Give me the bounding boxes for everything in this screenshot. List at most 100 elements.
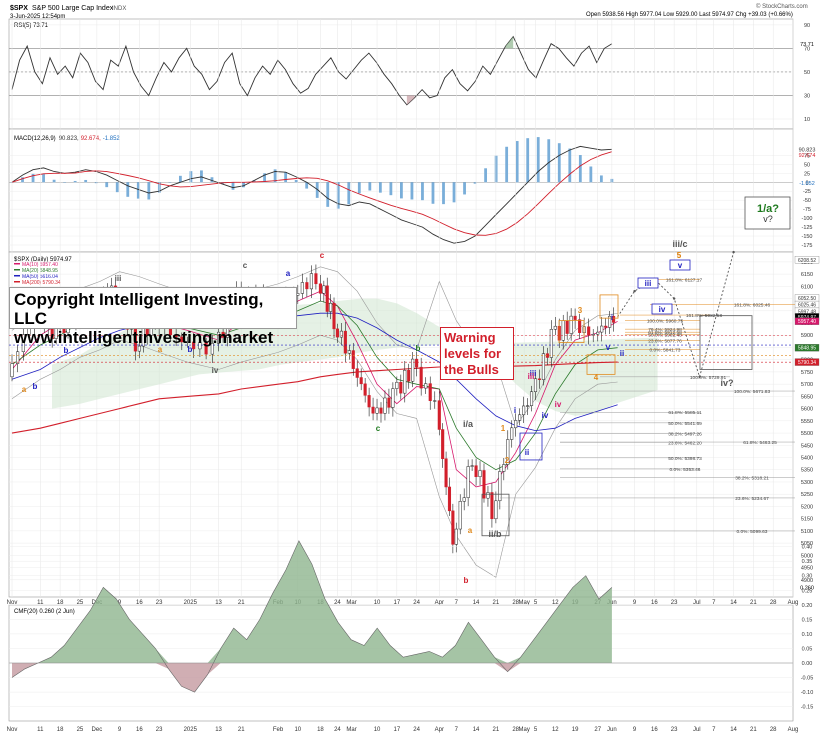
macd-histogram-bar	[42, 174, 45, 183]
wave-box	[651, 303, 673, 315]
legend-swatch	[14, 263, 20, 265]
wave-label: i	[514, 406, 516, 415]
x-tick-label: 10	[374, 727, 381, 733]
warning-box: Warning levels for the Bulls	[440, 327, 514, 380]
y-tick-label: 5150	[801, 517, 813, 523]
x-tick-label: 16	[651, 727, 658, 733]
forecast-node	[633, 290, 636, 293]
candle-body	[454, 528, 458, 545]
candle-body	[387, 397, 391, 408]
x-tick-label: 28	[512, 600, 519, 606]
fib-level-label: 50.0%: 5902.48	[648, 333, 682, 339]
x-tick-label: Aug	[788, 727, 799, 733]
candle-body	[322, 285, 326, 294]
candle-body	[514, 420, 518, 429]
fib-level-label: 50.0%: 5541.69	[668, 421, 702, 427]
candle-body	[498, 471, 502, 502]
fib-level-label: 61.8%: 5463.25	[743, 440, 777, 446]
x-tick-label: 9	[633, 600, 637, 606]
macd-histogram-bar	[210, 177, 214, 183]
x-tick-label: 7	[455, 727, 459, 733]
cmf-line	[11, 540, 613, 693]
candle-body	[375, 407, 379, 414]
price-label: $SPX (Daily) 5974.97	[14, 257, 72, 263]
fib-level-label: 100.0%: 5960.75	[647, 318, 684, 324]
price-tag	[794, 317, 820, 325]
index-name: S&P 500 Large Cap Index	[32, 5, 114, 12]
macd-label: MACD(12,26,9) 90.823, 92.674, -1.852	[14, 136, 120, 142]
x-tick-label: 17	[393, 727, 400, 733]
ohlc-label: Open 5938.56 High 5977.04 Low 5929.00 La…	[586, 12, 793, 18]
y-tick-label: -50	[803, 198, 811, 204]
candle-body	[529, 391, 534, 406]
x-tick-label: Jul	[693, 600, 701, 606]
x-tick-label: 23	[156, 727, 163, 733]
candle-body	[332, 303, 336, 330]
price-tag-label: 5997.48	[798, 309, 816, 315]
candle-body	[578, 319, 582, 333]
y-tick-label: 5250	[801, 492, 813, 498]
y-tick-label: 70	[804, 46, 810, 52]
x-tick-label: 24	[334, 727, 341, 733]
macd-histogram-bar	[547, 139, 551, 183]
wave-label: iv	[659, 305, 666, 314]
x-tick-label: 25	[77, 600, 84, 606]
macd-histogram-bar	[336, 182, 340, 209]
candle-body	[573, 315, 577, 320]
y-tick-label: 0.40	[802, 545, 813, 551]
price-tag-label: 5957.40	[798, 319, 816, 325]
fib-level-label: 38.2%: 5497.26	[668, 432, 702, 438]
price-tag	[794, 256, 820, 264]
y-tick-label: 50	[804, 70, 810, 76]
macd-histogram-bar	[515, 141, 519, 183]
y-tick-label: 5750	[801, 370, 813, 376]
price-tag-label: 5848.95	[798, 346, 816, 352]
x-tick-label: Dec	[92, 727, 103, 733]
x-tick-label: 18	[57, 600, 64, 606]
warning-line-1: Warning	[444, 330, 496, 345]
wave-label: ii	[620, 349, 624, 358]
y-tick-label: 5900	[801, 333, 813, 339]
y-tick-label: 5300	[801, 480, 813, 486]
warning-line-3: the Bulls	[444, 362, 499, 377]
candle-body	[300, 282, 304, 294]
candle-body	[305, 282, 309, 290]
candle-body	[309, 273, 313, 290]
wave-label: ii	[525, 448, 529, 457]
price-tag-label: 5790.34	[798, 360, 816, 366]
macd-histogram-bar	[357, 182, 361, 194]
x-tick-label: 12	[552, 727, 559, 733]
cmf-axis: 0.40 0.35 0.30 0.25 0.20 0.15 0.10 0.05 0.00 -0.0…	[9, 545, 813, 711]
ma50-line	[11, 312, 618, 432]
candle-body	[510, 427, 514, 440]
wave-label: 1	[501, 424, 506, 433]
macd-histogram-bar	[599, 175, 603, 183]
forecast-path	[617, 251, 735, 379]
fib-level-label: 23.6%: 5234.67	[735, 496, 769, 502]
candle-body	[325, 285, 329, 312]
macd-histogram-bar	[94, 182, 98, 184]
macd-histogram-bar	[63, 182, 67, 183]
candle-body	[351, 350, 355, 369]
candle-body	[403, 369, 407, 394]
rsi-line	[11, 35, 613, 106]
target-box-blue	[519, 432, 543, 461]
x-tick-label: 28	[770, 727, 777, 733]
x-tick-label: 14	[473, 727, 480, 733]
envelope-upper	[11, 266, 618, 427]
candle-body	[411, 358, 415, 382]
x-tick-label: Mar	[346, 600, 356, 606]
wave-label: iii	[645, 279, 652, 288]
candle-body	[565, 320, 569, 334]
y-tick-label: 0.20	[802, 603, 813, 609]
y-tick-label: 0	[805, 180, 808, 186]
x-tick-label: 24	[334, 600, 341, 606]
macd-histogram-bar	[400, 182, 403, 199]
y-tick-label: 5600	[801, 407, 813, 413]
candle-body	[363, 383, 367, 396]
wave-label: iv	[542, 411, 549, 420]
wave-label: iv	[212, 366, 219, 375]
target-box-orange	[558, 320, 585, 343]
